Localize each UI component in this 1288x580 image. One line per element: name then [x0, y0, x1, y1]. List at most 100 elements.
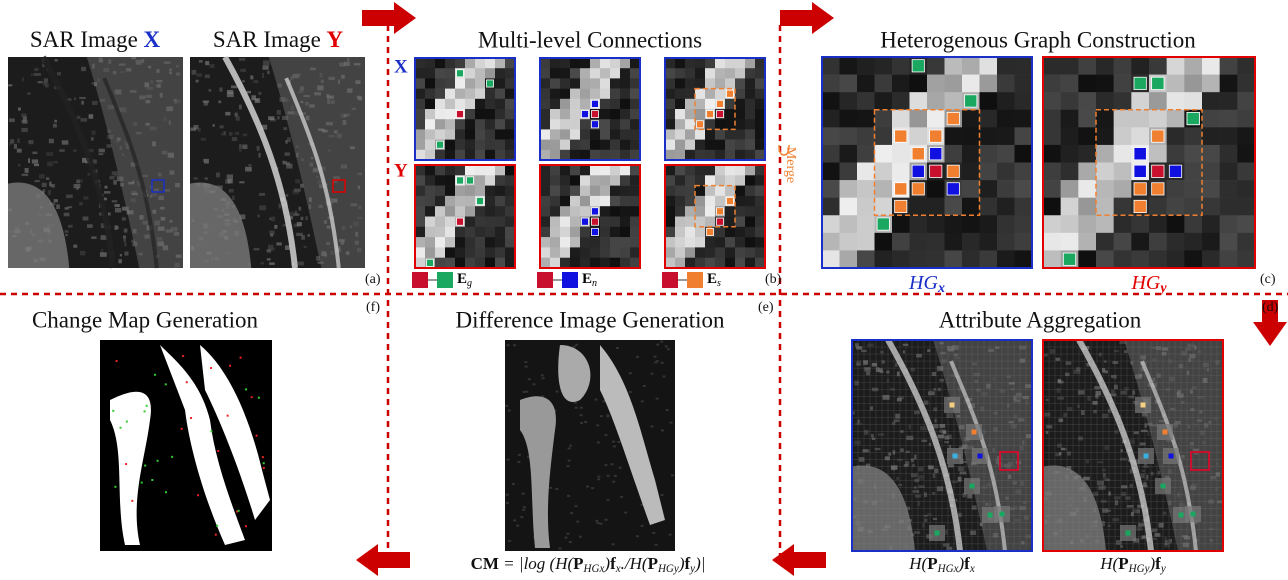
- pixel: [695, 196, 705, 207]
- pixel: [610, 196, 620, 207]
- noise: [505, 405, 508, 407]
- speckle: [891, 465, 898, 469]
- speckle: [259, 193, 265, 196]
- pixel: [445, 217, 455, 228]
- pixel: [475, 206, 485, 217]
- speckle: [1114, 496, 1120, 499]
- pixel: [455, 196, 465, 207]
- pixel: [745, 89, 755, 100]
- pixel: [665, 78, 675, 89]
- speckle: [897, 398, 902, 401]
- speckle: [943, 431, 947, 435]
- pixel: [1078, 198, 1096, 216]
- change-dot: [216, 525, 218, 527]
- speckle: [1083, 477, 1090, 480]
- pixel: [840, 110, 858, 128]
- pixel: [485, 140, 495, 151]
- pixel: [600, 129, 610, 140]
- node: [930, 130, 942, 142]
- node: [707, 228, 714, 235]
- pixel: [1167, 75, 1185, 93]
- pixel: [455, 247, 465, 258]
- speckle: [897, 459, 903, 462]
- panel-title: Heterogenous Graph Construction: [880, 27, 1196, 52]
- pixel: [910, 198, 928, 216]
- speckle: [1113, 375, 1117, 379]
- node: [717, 218, 724, 225]
- pixel: [540, 119, 550, 130]
- pixel: [725, 206, 735, 217]
- pixel: [1015, 250, 1033, 268]
- pixel: [980, 163, 998, 181]
- pixel: [665, 175, 675, 186]
- pixel: [980, 145, 998, 163]
- speckle: [254, 80, 259, 83]
- pixel: [735, 196, 745, 207]
- pixel: [927, 233, 945, 251]
- node: [895, 200, 907, 212]
- pixel: [570, 129, 580, 140]
- speckle: [225, 112, 230, 116]
- pixel: [725, 165, 735, 176]
- pixel: [1096, 57, 1114, 75]
- noise: [618, 441, 621, 443]
- pixel: [715, 227, 725, 238]
- noise: [570, 512, 573, 514]
- speckle: [44, 78, 48, 82]
- pixel: [725, 175, 735, 186]
- pixel: [755, 258, 765, 269]
- pixel: [1114, 250, 1132, 268]
- formula-part: = |log (H(: [499, 554, 575, 573]
- change-dot: [144, 465, 146, 467]
- pixel: [1043, 127, 1061, 145]
- pixel: [580, 129, 590, 140]
- pixel: [1202, 92, 1220, 110]
- pixel: [435, 89, 445, 100]
- pixel: [550, 129, 560, 140]
- speckle: [1065, 373, 1070, 376]
- pixel: [495, 237, 505, 248]
- pixel-grid: [415, 58, 515, 160]
- pixel: [1015, 145, 1033, 163]
- pixel: [550, 227, 560, 238]
- pixel: [610, 186, 620, 197]
- change-dot: [125, 463, 127, 465]
- images: [8, 57, 1255, 551]
- pixel: [425, 165, 435, 176]
- speckle: [305, 216, 307, 220]
- speckle: [76, 187, 78, 190]
- pixel: [580, 78, 590, 89]
- pixel: [435, 217, 445, 228]
- pixel: [1096, 180, 1114, 198]
- pixel: [495, 217, 505, 228]
- noise: [518, 454, 521, 456]
- speckle: [914, 531, 921, 534]
- noise: [580, 407, 583, 409]
- speckle: [1121, 485, 1127, 488]
- pixel: [665, 150, 675, 161]
- pixel: [755, 227, 765, 238]
- node: [877, 218, 889, 230]
- pixel: [910, 110, 928, 128]
- pixel: [475, 78, 485, 89]
- pixel: [1078, 127, 1096, 145]
- pixel: [822, 145, 840, 163]
- pixel: [675, 165, 685, 176]
- node: [912, 183, 924, 195]
- pixel: [1015, 215, 1033, 233]
- pixel: [485, 175, 495, 186]
- pixel: [485, 206, 495, 217]
- speckle: [308, 234, 310, 236]
- pixel: [1043, 250, 1061, 268]
- pixel: [435, 175, 445, 186]
- speckle: [1120, 391, 1126, 395]
- pixel: [685, 165, 695, 176]
- speckle: [277, 116, 279, 119]
- pixel: [495, 258, 505, 269]
- pixel: [892, 92, 910, 110]
- noise: [580, 422, 583, 424]
- speckle: [34, 164, 39, 166]
- pixel: [505, 196, 515, 207]
- change-dot: [126, 421, 128, 423]
- difference-image: [505, 340, 675, 551]
